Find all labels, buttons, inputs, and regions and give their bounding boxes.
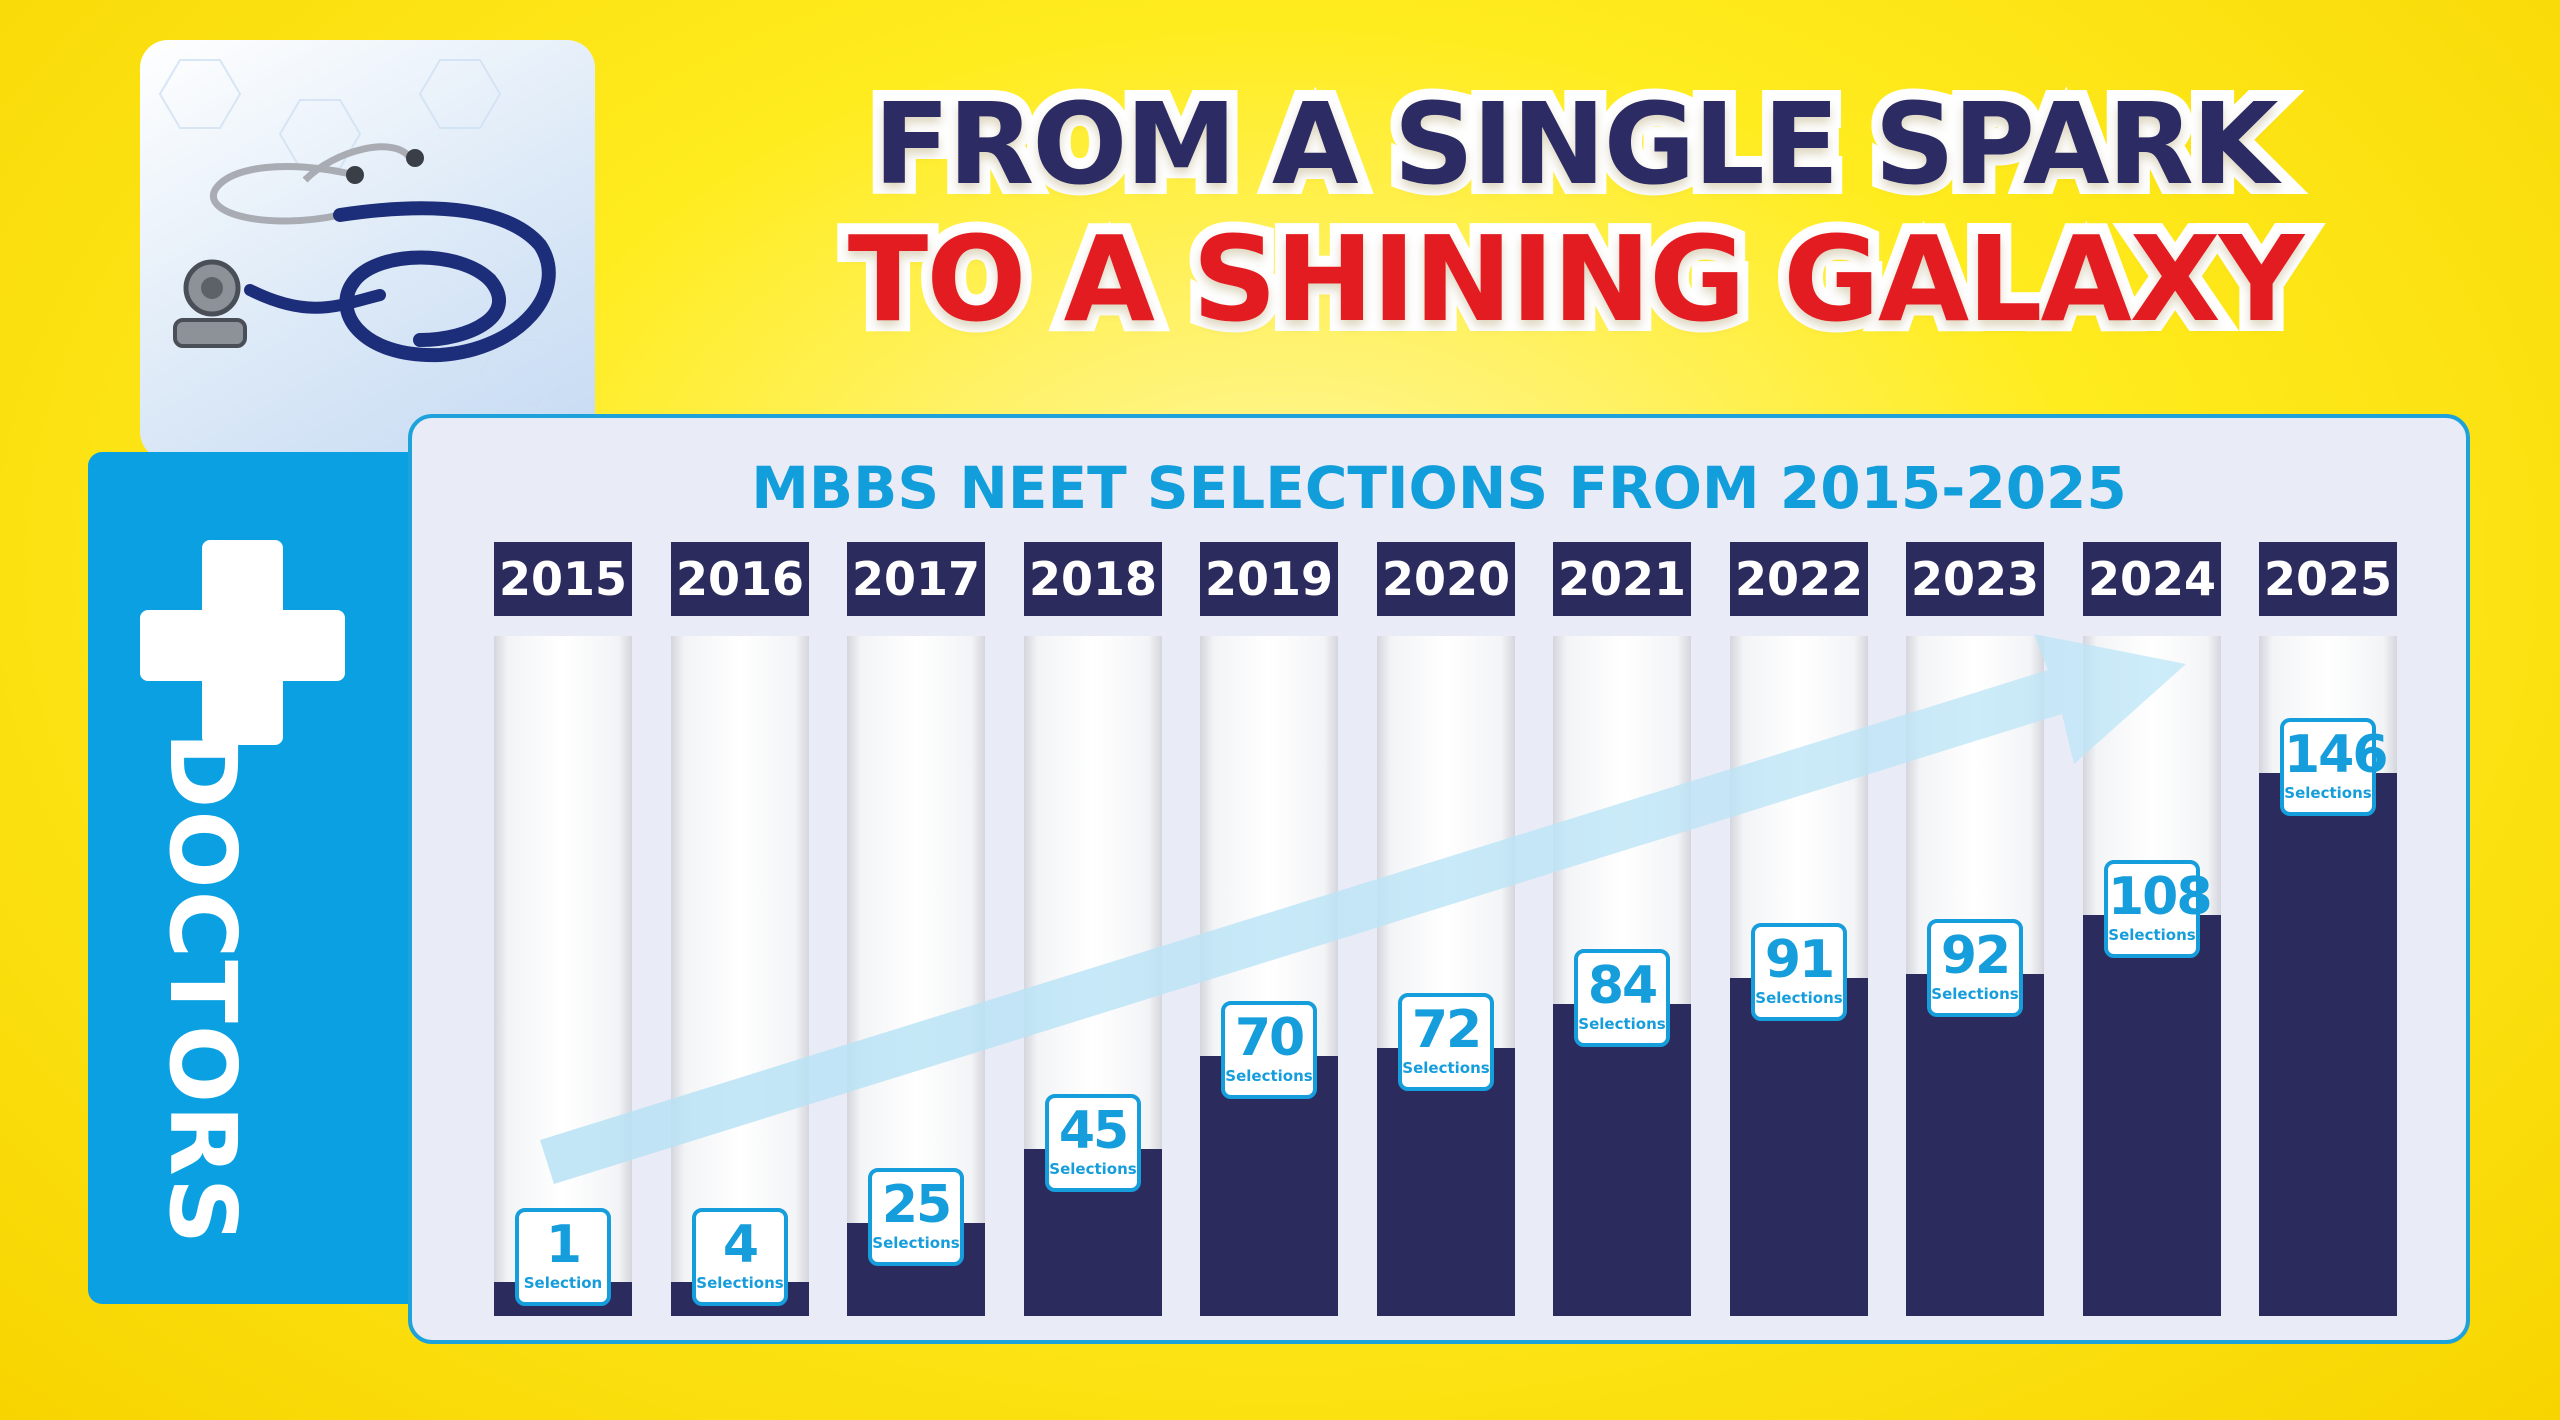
value-badge: 108 Selections — [2104, 860, 2213, 958]
value-badge: 84 Selections — [1574, 949, 1670, 1047]
year-label: 2025 — [2259, 542, 2397, 616]
year-label: 2022 — [1730, 542, 1868, 616]
value-label: 92 — [1940, 926, 2011, 986]
chart-title: MBBS NEET SELECTIONS FROM 2015-2025 — [751, 454, 2127, 522]
chart-panel: MBBS NEET SELECTIONS FROM 2015-2025 2015… — [408, 414, 2470, 1344]
value-label: 1 — [545, 1215, 582, 1275]
doctors-label: DOCTORS — [149, 732, 256, 1247]
value-unit-label: Selection — [523, 1274, 603, 1292]
value-unit-label: Selections — [872, 1234, 960, 1252]
year-label: 2019 — [1200, 542, 1338, 616]
bar — [1553, 1004, 1691, 1316]
year-label: 2024 — [2083, 542, 2221, 616]
value-label: 45 — [1058, 1101, 1129, 1161]
headline-line-2: TO A SHINING GALAXY — [837, 199, 2315, 359]
stethoscope-icon — [158, 59, 562, 409]
value-unit-label: Selections — [1931, 985, 2019, 1003]
bar — [1730, 978, 1868, 1316]
value-label: 84 — [1587, 956, 1658, 1016]
value-label: 146 — [2284, 725, 2389, 785]
year-label: 2018 — [1024, 542, 1162, 616]
value-unit-label: Selections — [2284, 784, 2372, 802]
value-badge: 45 Selections — [1045, 1094, 1141, 1192]
value-badge: 146 Selections — [2280, 718, 2389, 816]
value-label: 4 — [722, 1215, 759, 1275]
value-badge: 1 Selection — [515, 1208, 611, 1306]
year-label: 2020 — [1377, 542, 1515, 616]
value-label: 72 — [1411, 1000, 1482, 1060]
value-badge: 92 Selections — [1927, 919, 2023, 1017]
value-unit-label: Selections — [2108, 926, 2196, 944]
bar — [2259, 773, 2397, 1316]
value-unit-label: Selections — [1402, 1059, 1490, 1077]
value-badge: 91 Selections — [1751, 923, 1847, 1021]
value-badge: 4 Selections — [692, 1208, 788, 1306]
headline-line-1: FROM A SINGLE SPARK — [862, 69, 2289, 221]
value-badge: 25 Selections — [868, 1168, 964, 1266]
value-unit-label: Selections — [1578, 1015, 1666, 1033]
value-label: 91 — [1764, 930, 1835, 990]
year-label: 2021 — [1553, 542, 1691, 616]
value-label: 70 — [1234, 1008, 1305, 1068]
value-badge: 70 Selections — [1221, 1001, 1317, 1099]
stethoscope-photo — [140, 40, 595, 460]
value-label: 108 — [2108, 867, 2213, 927]
value-badge: 72 Selections — [1398, 993, 1494, 1091]
value-unit-label: Selections — [1755, 989, 1843, 1007]
value-label: 25 — [881, 1175, 952, 1235]
year-label: 2016 — [671, 542, 809, 616]
value-unit-label: Selections — [1225, 1067, 1313, 1085]
value-unit-label: Selections — [696, 1274, 784, 1292]
year-label: 2015 — [494, 542, 632, 616]
doctors-side-tab: DOCTORS — [88, 452, 428, 1304]
value-unit-label: Selections — [1049, 1160, 1137, 1178]
year-label: 2017 — [847, 542, 985, 616]
bar — [1906, 974, 2044, 1316]
bar — [2083, 915, 2221, 1316]
year-label: 2023 — [1906, 542, 2044, 616]
plus-cross-icon — [140, 540, 345, 745]
